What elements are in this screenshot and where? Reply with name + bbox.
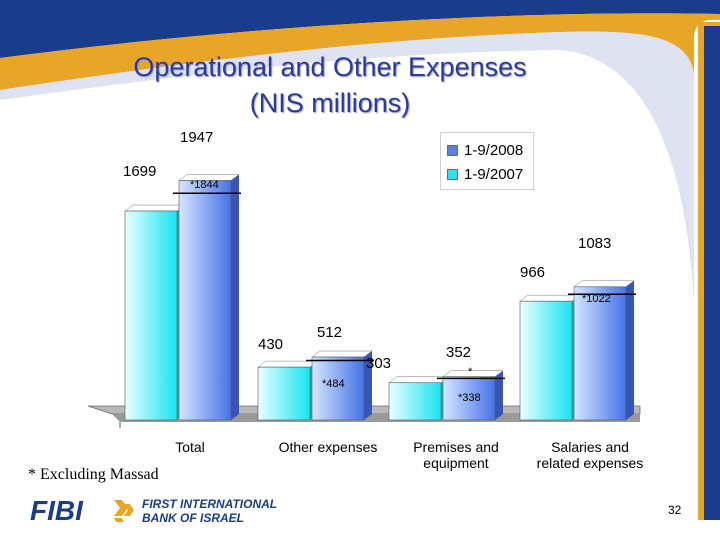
value-label-2008-1: 512: [317, 324, 342, 341]
swoosh-gold: [0, 13, 720, 91]
bar-2008-3: [573, 286, 627, 421]
category-label-2: Premises and equipment: [413, 439, 499, 471]
value-label-2007-3: 966: [520, 264, 545, 281]
category-label-1: Other expenses: [279, 439, 378, 455]
bar-2007-2: [388, 382, 442, 421]
category-label-0: Total: [175, 439, 205, 455]
swoosh-blue: [0, 0, 720, 58]
chart-title-line2: (NIS millions): [249, 88, 411, 118]
logo-line2: BANK OF ISRAEL: [142, 511, 244, 525]
value-label-2008-3: 1083: [578, 235, 611, 252]
chart-legend: 1-9/2008 1-9/2007: [440, 132, 534, 190]
swoosh-light: [0, 31, 694, 300]
page-number: 32: [668, 503, 682, 517]
bar-top-2007-1: [257, 360, 319, 368]
value-label-2008-2: 352: [446, 344, 471, 361]
legend-item-2007: 1-9/2007: [447, 164, 523, 184]
bar-side-2008-2: [495, 370, 503, 420]
value-label-2008-0: 1947: [180, 129, 213, 146]
chart-floor-edge: [112, 414, 640, 422]
bar-2007-0: [124, 210, 178, 421]
bar-top-2008-3: [573, 280, 635, 288]
footnote: * Excluding Massad: [28, 466, 159, 483]
value-label-2007-2: 303: [366, 355, 391, 372]
logo-chevrons-icon: [114, 500, 134, 522]
legend-label-2007: 1-9/2007: [464, 165, 524, 183]
category-label-3: Salaries and related expenses: [537, 439, 644, 471]
bar-side-2008-3: [626, 280, 634, 420]
bar-2008-1: [311, 356, 365, 421]
logo-brand: FIBI: [30, 495, 84, 526]
value-label-2007-1: 430: [258, 336, 283, 353]
excluding-label-0: *1844: [190, 179, 219, 191]
fibi-logo: FIBI FIRST INTERNATIONAL BANK OF ISRAEL: [30, 494, 290, 531]
legend-item-2008: 1-9/2008: [447, 140, 523, 160]
bar-2008-0: [178, 180, 232, 421]
bar-top-2007-0: [124, 204, 186, 212]
chart-title-line1: Operational and Other Expenses: [133, 52, 527, 82]
bar-top-2008-2: [442, 370, 504, 377]
bar-top-2007-2: [388, 376, 450, 383]
bar-2007-3: [519, 300, 573, 421]
bar-2007-1: [257, 366, 311, 421]
bar-top-2007-3: [519, 294, 581, 302]
bar-side-2008-1: [364, 351, 372, 420]
logo-line1: FIRST INTERNATIONAL: [142, 497, 277, 511]
legend-label-2008: 1-9/2008: [464, 141, 524, 159]
extra-asterisk: *: [468, 366, 473, 378]
excluding-label-2: *338: [458, 392, 481, 404]
logo-mark: FIBI FIRST INTERNATIONAL BANK OF ISRAEL: [30, 495, 277, 526]
bar-side-2008-0: [231, 174, 239, 420]
excluding-label-1: *484: [322, 378, 345, 390]
value-label-2007-0: 1699: [123, 163, 156, 180]
legend-swatch-2008: [447, 144, 458, 156]
bar-2008-2: [442, 376, 496, 421]
excluding-label-3: *1022: [582, 293, 611, 305]
bar-top-2008-1: [311, 350, 373, 358]
legend-swatch-2007: [447, 168, 458, 180]
